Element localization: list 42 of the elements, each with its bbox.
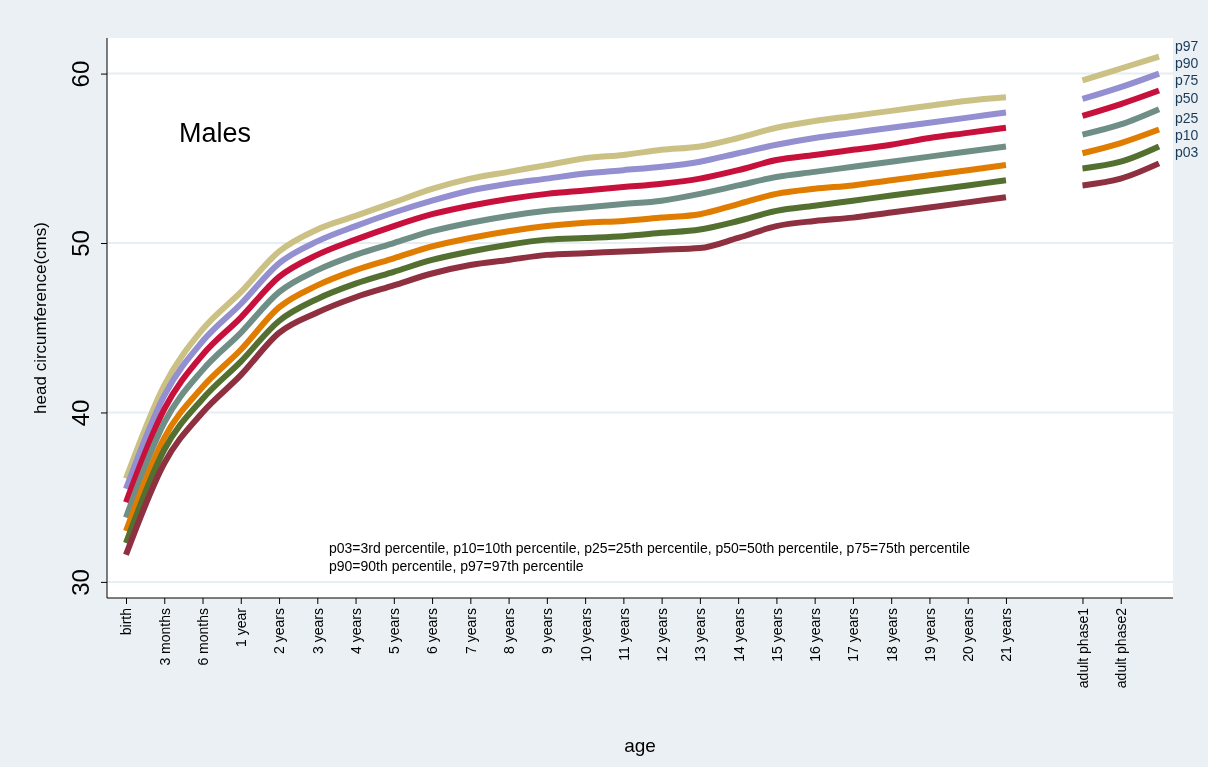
x-tick-label: 1 year — [233, 607, 250, 647]
x-tick-label: adult phase2 — [1113, 607, 1130, 689]
series-label: p25 — [1175, 110, 1199, 127]
x-tick-label: 19 years — [921, 608, 938, 662]
x-tick-label: 18 years — [883, 608, 900, 662]
x-tick-label: 4 years — [347, 608, 364, 654]
annotation: p03=3rd percentile, p10=10th percentile, p25=25th percentile, p50=50th percentile, p75=75th percentile — [329, 540, 971, 556]
x-tick-label: 7 years — [462, 608, 479, 654]
y-tick-label: 50 — [67, 230, 94, 257]
x-tick-label: birth — [118, 608, 135, 636]
annotation: p90=90th percentile, p97=97th percentile — [329, 558, 584, 574]
x-tick-label: 5 years — [386, 608, 403, 654]
x-tick-label: adult phase1 — [1074, 607, 1091, 689]
series-label: p75 — [1175, 71, 1199, 88]
x-tick-label: 20 years — [960, 608, 977, 662]
y-tick-label: 60 — [67, 60, 94, 88]
x-tick-label: 3 years — [309, 608, 326, 654]
x-tick-label: 8 years — [500, 608, 517, 654]
x-tick-label: 9 years — [539, 608, 556, 654]
series-label: p03 — [1175, 144, 1199, 161]
x-tick-label: 16 years — [807, 608, 824, 662]
series-label: p10 — [1175, 127, 1199, 144]
x-tick-label: 12 years — [654, 608, 671, 662]
x-tick-label: 10 years — [577, 608, 594, 662]
x-axis-title: age — [624, 735, 656, 756]
series-label: p50 — [1175, 90, 1199, 107]
series-label: p97 — [1175, 37, 1199, 54]
x-tick-label: 14 years — [730, 608, 747, 662]
y-tick-label: 30 — [67, 569, 94, 596]
x-tick-label: 21 years — [998, 608, 1015, 662]
annotation: Males — [179, 118, 252, 148]
x-tick-label: 6 months — [194, 608, 211, 666]
x-tick-label: 6 years — [424, 608, 441, 654]
x-tick-label: 17 years — [845, 608, 862, 662]
x-tick-label: 11 years — [615, 608, 632, 661]
series-label: p90 — [1175, 54, 1199, 71]
x-tick-label: 2 years — [271, 608, 288, 654]
x-tick-label: 3 months — [156, 608, 173, 666]
x-tick-label: 15 years — [768, 608, 785, 662]
x-tick-label: 13 years — [692, 608, 709, 662]
y-tick-label: 40 — [67, 399, 94, 427]
y-axis-title: head circumference(cms) — [31, 222, 50, 414]
